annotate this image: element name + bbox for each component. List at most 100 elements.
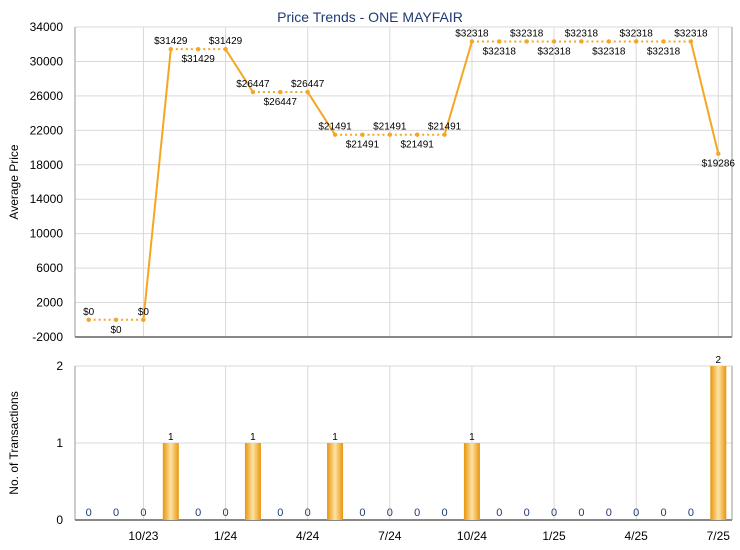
price-data-label: $32318 — [647, 46, 681, 57]
transaction-bar — [463, 443, 480, 520]
transaction-count-label: 0 — [633, 507, 639, 519]
transaction-bar — [710, 366, 727, 520]
price-data-label: $19286 — [702, 159, 736, 170]
transaction-count-label: 0 — [551, 507, 557, 519]
price-point — [442, 132, 447, 137]
price-data-label: $26447 — [236, 79, 270, 90]
price-point — [661, 39, 666, 44]
y-axis-title-price: Average Price — [7, 144, 21, 219]
price-data-label: $21491 — [373, 122, 407, 133]
transaction-count-label: 0 — [414, 507, 420, 519]
y-tick-label: 30000 — [30, 54, 64, 68]
price-point — [360, 132, 365, 137]
transaction-count-label: 0 — [524, 507, 530, 519]
price-point — [168, 46, 174, 52]
y-tick-label: 0 — [56, 513, 63, 527]
price-line-segment — [306, 91, 336, 136]
price-data-label: $0 — [83, 307, 95, 318]
price-line-segment — [689, 41, 720, 154]
price-data-label: $32318 — [537, 46, 571, 57]
transaction-count-label: 0 — [305, 507, 311, 519]
transaction-count-label: 0 — [496, 507, 502, 519]
price-point — [579, 39, 584, 44]
transaction-count-label: 0 — [688, 507, 694, 519]
price-point — [113, 317, 119, 322]
price-data-label: $32318 — [674, 28, 708, 39]
transaction-bar — [244, 443, 261, 520]
transaction-count-label: 0 — [578, 507, 584, 519]
price-point — [633, 39, 639, 44]
transaction-count-label: 1 — [168, 432, 174, 443]
price-data-label: $21491 — [346, 140, 380, 151]
transaction-count-label: 0 — [223, 507, 229, 519]
transaction-count-label: 0 — [140, 507, 146, 519]
price-data-label: $31429 — [154, 36, 188, 47]
x-tick-label: 7/25 — [707, 529, 731, 543]
price-data-label: $32318 — [455, 28, 489, 39]
transactions-panel: 0 1 2 0 0 0 1 0 0 1 0 0 1 0 0 0 0 1 0 0 0 0 0 0 0 0 2 10/23 1/24 4/24… — [56, 355, 733, 543]
price-point — [469, 39, 475, 44]
transaction-count-label: 0 — [359, 507, 365, 519]
price-data-label: $21491 — [401, 140, 435, 151]
transaction-count-label: 0 — [86, 507, 92, 519]
price-data-label: $26447 — [264, 97, 298, 108]
transaction-count-label: 1 — [332, 432, 338, 443]
price-point — [250, 89, 256, 95]
price-point — [524, 39, 529, 44]
transaction-count-label: 0 — [195, 507, 201, 519]
transaction-bar — [327, 443, 344, 520]
y-tick-label: 14000 — [30, 192, 64, 206]
price-data-label: $0 — [111, 325, 123, 336]
transaction-count-label: 1 — [469, 432, 475, 443]
transaction-count-label: 0 — [387, 507, 393, 519]
price-data-label: $21491 — [318, 122, 352, 133]
y-tick-label: 10000 — [30, 227, 64, 241]
transaction-count-label: 0 — [442, 507, 448, 519]
price-point — [278, 89, 283, 95]
price-point — [414, 132, 420, 137]
y-tick-label: 34000 — [30, 20, 64, 34]
price-data-label: $32318 — [620, 28, 654, 39]
price-line-segment — [142, 49, 172, 320]
price-line-segment — [443, 41, 473, 135]
price-point — [195, 46, 201, 52]
transaction-count-label: 0 — [113, 507, 119, 519]
x-tick-label: 1/25 — [542, 529, 566, 543]
transaction-count-label: 0 — [661, 507, 667, 519]
price-data-label: $32318 — [483, 46, 517, 57]
y-tick-label: 2000 — [36, 296, 63, 310]
x-tick-label: 4/25 — [625, 529, 649, 543]
x-tick-label: 1/24 — [214, 529, 238, 543]
price-point — [332, 132, 338, 137]
price-point — [86, 317, 91, 322]
x-tick-label: 7/24 — [378, 529, 402, 543]
y-axis-title-transactions: No. of Transactions — [7, 391, 21, 494]
y-tick-label: 26000 — [30, 89, 64, 103]
y-tick-label: 22000 — [30, 123, 64, 137]
transaction-count-label: 0 — [606, 507, 612, 519]
price-point — [387, 132, 393, 137]
price-line-segment — [224, 48, 254, 93]
price-point — [688, 39, 694, 44]
price-data-label: $21491 — [428, 122, 462, 133]
price-point — [606, 39, 612, 44]
price-data-label: $32318 — [510, 28, 544, 39]
transaction-count-label: 0 — [277, 507, 283, 519]
y-tick-label: 1 — [56, 436, 63, 450]
price-point — [223, 46, 228, 52]
chart-title: Price Trends - ONE MAYFAIR — [277, 9, 463, 25]
price-panel: -2000 2000 6000 10000 14000 18000 22000 26000 30… — [30, 20, 736, 344]
price-point — [141, 317, 146, 322]
price-data-label: $31429 — [182, 54, 216, 65]
price-point — [716, 151, 721, 156]
x-tick-label: 4/24 — [296, 529, 320, 543]
price-data-label: $32318 — [565, 28, 599, 39]
price-point — [551, 39, 557, 44]
y-tick-label: -2000 — [32, 330, 63, 344]
transaction-count-label: 2 — [716, 355, 722, 366]
x-tick-label: 10/24 — [457, 529, 487, 543]
y-tick-label: 6000 — [36, 261, 63, 275]
price-data-label: $26447 — [291, 79, 325, 90]
transaction-bar — [162, 443, 179, 520]
